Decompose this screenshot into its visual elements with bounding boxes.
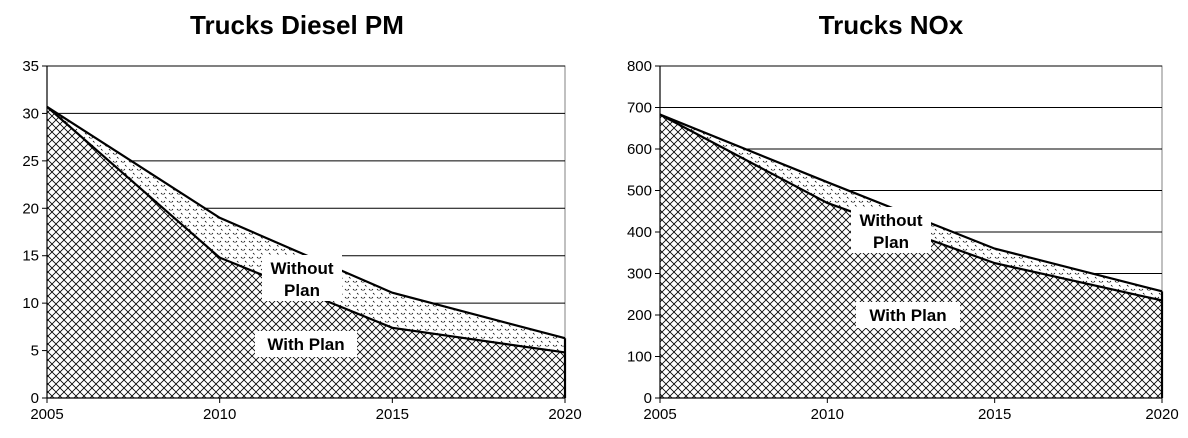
annotation-bg <box>262 255 342 301</box>
chart-title: Trucks NOx <box>818 10 964 40</box>
annotation-plan: Plan <box>873 233 909 252</box>
y-tick-label: 25 <box>22 153 39 170</box>
area-without-plan <box>660 114 1162 301</box>
x-tick-label: 2005 <box>30 406 63 423</box>
y-tick-label: 800 <box>627 58 652 75</box>
y-tick-label: 500 <box>627 183 652 200</box>
x-tick-label: 2015 <box>978 406 1011 423</box>
area-without-plan <box>47 106 565 353</box>
chart-diesel-pm: Trucks Diesel PM 0 5 10 15 20 25 30 35 2005 2010 2… <box>22 10 581 423</box>
y-tick-label: 5 <box>31 343 39 360</box>
area-with-plan <box>47 106 565 398</box>
x-tick-label: 2010 <box>811 406 844 423</box>
annotation-with-plan: With Plan <box>869 306 946 325</box>
chart-title: Trucks Diesel PM <box>190 10 404 40</box>
annotation-without: Without <box>859 211 922 230</box>
y-tick-label: 30 <box>22 105 39 122</box>
y-tick-label: 100 <box>627 349 652 366</box>
area-with-plan <box>660 114 1162 399</box>
y-tick-label: 400 <box>627 224 652 241</box>
y-tick-label: 700 <box>627 100 652 117</box>
annotation-plan: Plan <box>284 281 320 300</box>
annotation-bg <box>851 207 931 253</box>
y-tick-label: 0 <box>644 390 652 407</box>
x-tick-label: 2020 <box>1145 406 1178 423</box>
y-tick-label: 300 <box>627 266 652 283</box>
chart-nox: Trucks NOx 0 100 200 300 400 500 600 700 800 2005… <box>594 0 1188 438</box>
y-tick-label: 600 <box>627 141 652 158</box>
annotation-without: Without <box>270 259 333 278</box>
x-tick-label: 2020 <box>548 406 581 423</box>
x-tick-label: 2015 <box>376 406 409 423</box>
x-tick-label: 2010 <box>203 406 236 423</box>
y-tick-label: 200 <box>627 307 652 324</box>
annotation-bg <box>255 331 357 357</box>
y-tick-label: 0 <box>31 390 39 407</box>
annotation-bg <box>856 302 960 328</box>
annotation-with-plan: With Plan <box>267 335 344 354</box>
y-tick-label: 10 <box>22 295 39 312</box>
y-tick-label: 35 <box>22 58 39 75</box>
chart-plot: 0 5 10 15 20 25 30 35 2005 2010 2015 2020 Without Pla… <box>22 58 581 423</box>
x-tick-label: 2005 <box>643 406 676 423</box>
y-tick-label: 20 <box>22 200 39 217</box>
chart-plot: 0 100 200 300 400 500 600 700 800 2005 2010 2015 202… <box>627 58 1179 423</box>
y-tick-label: 15 <box>22 248 39 265</box>
